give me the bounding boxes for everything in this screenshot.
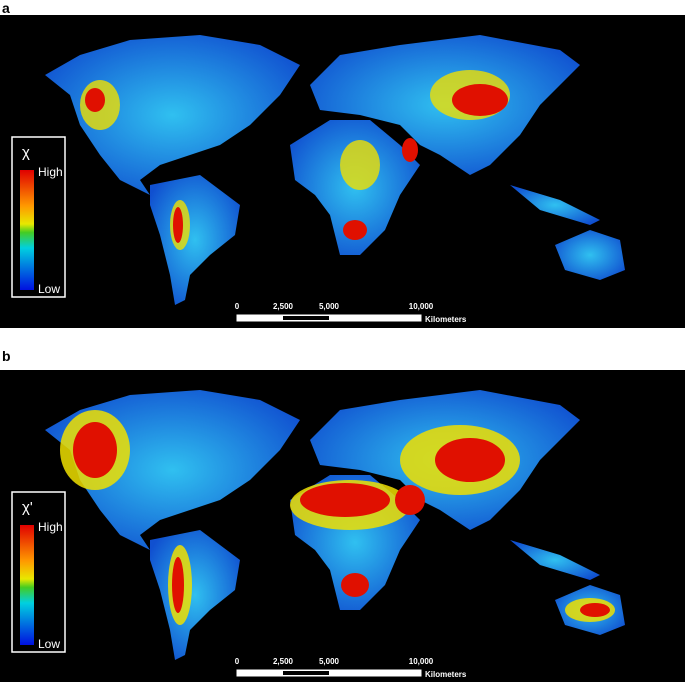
legend-title: χ' <box>22 499 33 516</box>
hotspots-red <box>85 84 508 243</box>
legend-colorbar <box>20 525 34 645</box>
scale-bar-segment <box>283 671 329 675</box>
legend-low: Low <box>38 282 60 296</box>
scale-tick-label: 0 <box>235 657 240 666</box>
legend-low: Low <box>38 637 60 651</box>
hotspots-red <box>73 422 610 617</box>
scale-tick-label: 10,000 <box>409 657 434 666</box>
legend-colorbar <box>20 170 34 290</box>
scale-unit: Kilometers <box>425 670 467 679</box>
scale-bar-segment <box>283 316 329 320</box>
scale-tick-label: 5,000 <box>319 657 340 666</box>
scale-tick-label: 2,500 <box>273 657 294 666</box>
legend-box <box>11 491 66 653</box>
scale-tick-label: 2,500 <box>273 302 294 311</box>
legend-box <box>11 136 66 298</box>
scale-tick-label: 10,000 <box>409 302 434 311</box>
map-panel: χ' High Low 0 2,500 5,000 10,000 Kilometers <box>0 370 685 682</box>
legend-high: High <box>38 520 63 534</box>
scale-tick-label: 5,000 <box>319 302 340 311</box>
panel-label: b <box>2 348 11 364</box>
scale-tick-label: 0 <box>235 302 240 311</box>
panel-label: a <box>2 0 10 16</box>
map-panel: χ High Low 0 2,500 5,000 10,000 Kilometers <box>0 15 685 328</box>
scale-unit: Kilometers <box>425 315 467 324</box>
legend-title: χ <box>22 144 30 161</box>
legend-high: High <box>38 165 63 179</box>
